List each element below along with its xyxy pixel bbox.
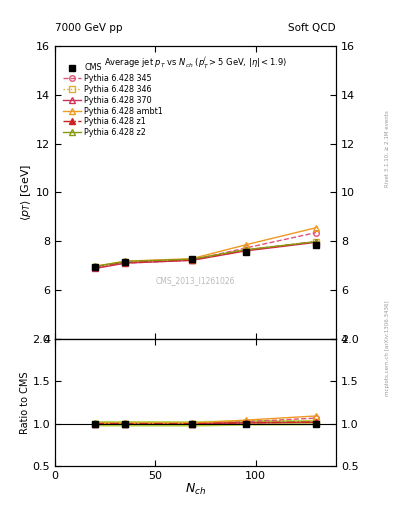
Pythia 6.428 346 bbox=[189, 257, 194, 263]
Pythia 6.428 z2 bbox=[189, 256, 194, 262]
Pythia 6.428 z1 bbox=[243, 247, 248, 253]
Pythia 6.428 345 bbox=[93, 265, 97, 271]
CMS bbox=[243, 249, 248, 255]
Pythia 6.428 z2 bbox=[93, 263, 97, 269]
Pythia 6.428 345 bbox=[243, 245, 248, 251]
Pythia 6.428 z2 bbox=[314, 239, 318, 245]
Pythia 6.428 370 bbox=[243, 248, 248, 254]
Text: 7000 GeV pp: 7000 GeV pp bbox=[55, 23, 123, 33]
Pythia 6.428 z2 bbox=[123, 259, 128, 265]
Pythia 6.428 ambt1 bbox=[123, 258, 128, 264]
Line: Pythia 6.428 z2: Pythia 6.428 z2 bbox=[92, 239, 319, 269]
Y-axis label: $\langle p_T \rangle$ [GeV]: $\langle p_T \rangle$ [GeV] bbox=[19, 164, 33, 221]
Text: Average jet $p_T$ vs $N_{ch}$ ($p_T^j$$>$5 GeV, $|\eta|$$<$1.9): Average jet $p_T$ vs $N_{ch}$ ($p_T^j$$>… bbox=[104, 55, 287, 71]
Text: Rivet 3.1.10, ≥ 2.1M events: Rivet 3.1.10, ≥ 2.1M events bbox=[385, 110, 390, 187]
Pythia 6.428 ambt1 bbox=[189, 255, 194, 262]
Pythia 6.428 z1 bbox=[93, 264, 97, 270]
Text: mcplots.cern.ch [arXiv:1306.3436]: mcplots.cern.ch [arXiv:1306.3436] bbox=[385, 301, 390, 396]
Pythia 6.428 346 bbox=[243, 247, 248, 253]
CMS bbox=[123, 259, 128, 265]
Pythia 6.428 345 bbox=[189, 257, 194, 263]
Pythia 6.428 370 bbox=[189, 258, 194, 264]
Text: Soft QCD: Soft QCD bbox=[288, 23, 336, 33]
Line: Pythia 6.428 z1: Pythia 6.428 z1 bbox=[92, 239, 319, 269]
Line: CMS: CMS bbox=[92, 241, 320, 270]
Pythia 6.428 346 bbox=[123, 260, 128, 266]
Pythia 6.428 ambt1 bbox=[93, 263, 97, 269]
Pythia 6.428 z1 bbox=[123, 259, 128, 265]
CMS bbox=[93, 264, 97, 270]
Pythia 6.428 370 bbox=[123, 260, 128, 266]
CMS bbox=[314, 242, 318, 248]
X-axis label: $N_{ch}$: $N_{ch}$ bbox=[185, 482, 206, 497]
Text: CMS_2013_I1261026: CMS_2013_I1261026 bbox=[156, 275, 235, 285]
Line: Pythia 6.428 370: Pythia 6.428 370 bbox=[92, 240, 319, 271]
Pythia 6.428 z2 bbox=[243, 247, 248, 253]
Y-axis label: Ratio to CMS: Ratio to CMS bbox=[20, 371, 29, 434]
Pythia 6.428 345 bbox=[314, 229, 318, 236]
Line: Pythia 6.428 345: Pythia 6.428 345 bbox=[92, 230, 319, 271]
Pythia 6.428 ambt1 bbox=[314, 225, 318, 231]
Pythia 6.428 370 bbox=[93, 265, 97, 271]
Pythia 6.428 370 bbox=[314, 239, 318, 245]
Pythia 6.428 346 bbox=[314, 239, 318, 245]
Pythia 6.428 z1 bbox=[314, 239, 318, 245]
Line: Pythia 6.428 ambt1: Pythia 6.428 ambt1 bbox=[92, 225, 319, 269]
Pythia 6.428 345 bbox=[123, 260, 128, 266]
CMS bbox=[189, 257, 194, 263]
Line: Pythia 6.428 346: Pythia 6.428 346 bbox=[92, 239, 319, 270]
Pythia 6.428 z1 bbox=[189, 257, 194, 263]
Pythia 6.428 ambt1 bbox=[243, 242, 248, 248]
Pythia 6.428 346 bbox=[93, 264, 97, 270]
Legend: CMS, Pythia 6.428 345, Pythia 6.428 346, Pythia 6.428 370, Pythia 6.428 ambt1, P: CMS, Pythia 6.428 345, Pythia 6.428 346,… bbox=[62, 62, 165, 139]
